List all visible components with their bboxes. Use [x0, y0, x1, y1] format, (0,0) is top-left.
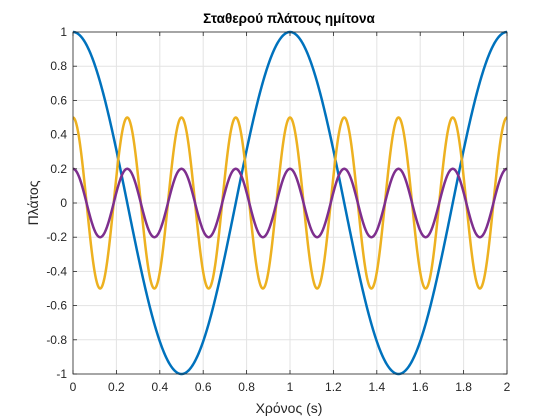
x-tick-label: 0.8 — [238, 380, 255, 394]
x-axis-label: Χρόνος (s) — [256, 400, 323, 416]
y-tick-label: -0.8 — [46, 333, 67, 347]
y-tick-label: 0.2 — [50, 162, 67, 176]
y-tick-label: 0 — [60, 196, 67, 210]
x-tick-label: 2 — [504, 380, 511, 394]
series-line-3 — [72, 167, 508, 239]
chart-title: Σταθερού πλάτους ημίτονα — [203, 11, 375, 26]
y-tick-label: 0.8 — [50, 59, 67, 73]
x-tick-label: 1.2 — [325, 380, 342, 394]
x-tick-label: 0.4 — [151, 380, 168, 394]
y-tick-label: -0.4 — [46, 264, 67, 278]
y-tick-label: 1 — [60, 25, 67, 39]
y-tick-label: 0.4 — [50, 128, 67, 142]
ticks — [72, 31, 508, 375]
x-tick-label: 1.4 — [368, 380, 385, 394]
x-tick-label: 1.8 — [455, 380, 472, 394]
y-tick-label: -1 — [56, 367, 67, 381]
y-tick-label: 0.6 — [50, 93, 67, 107]
x-tick-label: 1 — [287, 380, 294, 394]
tick-labels: 0 0.2 0.4 0.6 0.8 1 1.2 1.4 1.6 1.8 2 -1 -0.8 -0.6 -0.… — [46, 25, 510, 394]
x-tick-label: 0.2 — [108, 380, 125, 394]
x-tick-label: 0.6 — [195, 380, 212, 394]
y-tick-label: -0.6 — [46, 299, 67, 313]
series-line-2 — [72, 116, 508, 290]
y-axis-label: Πλάτος — [25, 180, 41, 225]
x-tick-label: 1.6 — [412, 380, 429, 394]
y-tick-label: -0.2 — [46, 230, 67, 244]
x-tick-label: 0 — [70, 380, 77, 394]
